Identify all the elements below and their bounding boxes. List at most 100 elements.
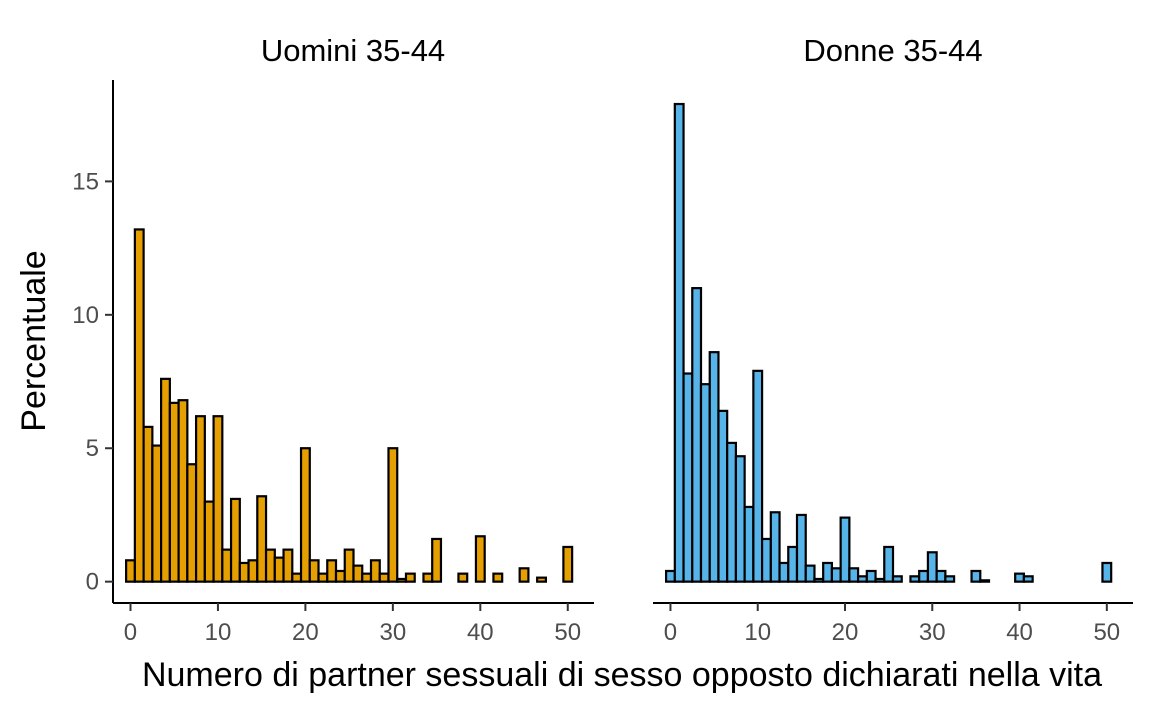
- bar: [168, 401, 180, 583]
- bar: [874, 577, 886, 583]
- bar: [361, 572, 373, 583]
- bar: [673, 102, 685, 583]
- bar: [404, 572, 416, 583]
- bar: [830, 567, 842, 583]
- bar: [935, 569, 947, 583]
- bar: [752, 369, 764, 583]
- bar: [708, 351, 720, 583]
- bar: [142, 425, 154, 583]
- bar: [308, 559, 320, 583]
- bar: [979, 579, 991, 583]
- bar: [536, 576, 548, 583]
- bar: [778, 561, 790, 583]
- bar: [813, 577, 825, 583]
- x-tick-label: 40: [467, 619, 494, 646]
- x-ticks-donne: 0 10 20 30 40 50: [664, 603, 1120, 646]
- bar: [734, 455, 746, 583]
- panel-donne: Donne 35-44 0 10 20 30 40 50: [653, 33, 1133, 646]
- bar: [518, 567, 530, 583]
- x-ticks-uomini: 0 10 20 30 40 50: [124, 603, 581, 646]
- panel-title-donne: Donne 35-44: [803, 33, 982, 68]
- panel-title-uomini: Uomini 35-44: [261, 33, 445, 68]
- bars-donne: [664, 102, 1113, 583]
- bar: [264, 548, 276, 583]
- bar: [1014, 572, 1026, 583]
- x-tick-label: 50: [1093, 619, 1120, 646]
- bar: [787, 545, 799, 583]
- bar: [133, 228, 145, 583]
- bar: [822, 561, 834, 583]
- bar: [1022, 575, 1034, 583]
- bar: [247, 559, 259, 583]
- y-tick-label: 0: [86, 569, 99, 596]
- bar: [474, 535, 486, 583]
- x-tick-label: 0: [124, 619, 137, 646]
- x-tick-label: 10: [205, 619, 232, 646]
- y-tick-label: 5: [86, 435, 99, 462]
- bar: [229, 497, 241, 583]
- bar: [177, 399, 189, 583]
- y-tick-label: 10: [72, 302, 99, 329]
- bar: [760, 537, 772, 583]
- bar: [256, 495, 268, 583]
- bar: [891, 575, 903, 583]
- bar: [125, 559, 136, 583]
- bar: [1101, 561, 1113, 583]
- bar: [804, 564, 816, 583]
- bar: [291, 572, 303, 583]
- bar: [883, 545, 895, 583]
- x-tick-label: 20: [292, 619, 319, 646]
- bar: [839, 516, 851, 583]
- bar: [352, 564, 364, 583]
- bar: [160, 377, 171, 583]
- x-tick-label: 0: [664, 619, 677, 646]
- x-axis-title: Numero di partner sessuali di sesso oppo…: [142, 656, 1102, 694]
- bar: [682, 372, 694, 583]
- bar: [378, 572, 390, 583]
- x-tick-label: 40: [1006, 619, 1033, 646]
- bar: [299, 447, 311, 583]
- bar: [396, 577, 408, 583]
- bar: [918, 569, 930, 583]
- y-tick-label: 15: [72, 168, 99, 195]
- bar: [203, 500, 215, 583]
- bar: [743, 505, 755, 583]
- bar: [865, 569, 877, 583]
- bar: [422, 572, 434, 583]
- bar: [856, 575, 868, 583]
- bar: [970, 569, 982, 583]
- bar: [326, 559, 338, 583]
- bar: [282, 548, 294, 583]
- bar: [944, 575, 956, 583]
- bar: [691, 287, 703, 583]
- x-tick-label: 30: [380, 619, 407, 646]
- bar: [194, 415, 206, 583]
- panel-uomini: Uomini 35-44 0 10 20 30 40 50 0 5 10 15: [72, 33, 594, 646]
- bar: [726, 441, 738, 583]
- bar: [848, 567, 860, 583]
- bar: [221, 548, 233, 583]
- bar: [334, 569, 346, 583]
- bar: [664, 569, 676, 583]
- bar: [926, 551, 938, 583]
- bar: [238, 561, 250, 583]
- y-axis-title: Percentuale: [15, 250, 53, 431]
- bar: [699, 383, 711, 583]
- bar: [431, 537, 443, 583]
- bar: [212, 415, 224, 583]
- bar: [151, 444, 163, 583]
- x-tick-label: 10: [744, 619, 771, 646]
- bar: [369, 559, 381, 583]
- bar: [343, 548, 355, 583]
- bar: [186, 463, 198, 583]
- x-tick-label: 20: [832, 619, 859, 646]
- bar: [909, 575, 921, 583]
- x-tick-label: 30: [919, 619, 946, 646]
- bar: [387, 447, 399, 583]
- y-ticks: 0 5 10 15: [72, 168, 113, 596]
- bar: [562, 545, 574, 583]
- x-tick-label: 50: [554, 619, 581, 646]
- bar: [769, 511, 781, 583]
- bar: [317, 572, 329, 583]
